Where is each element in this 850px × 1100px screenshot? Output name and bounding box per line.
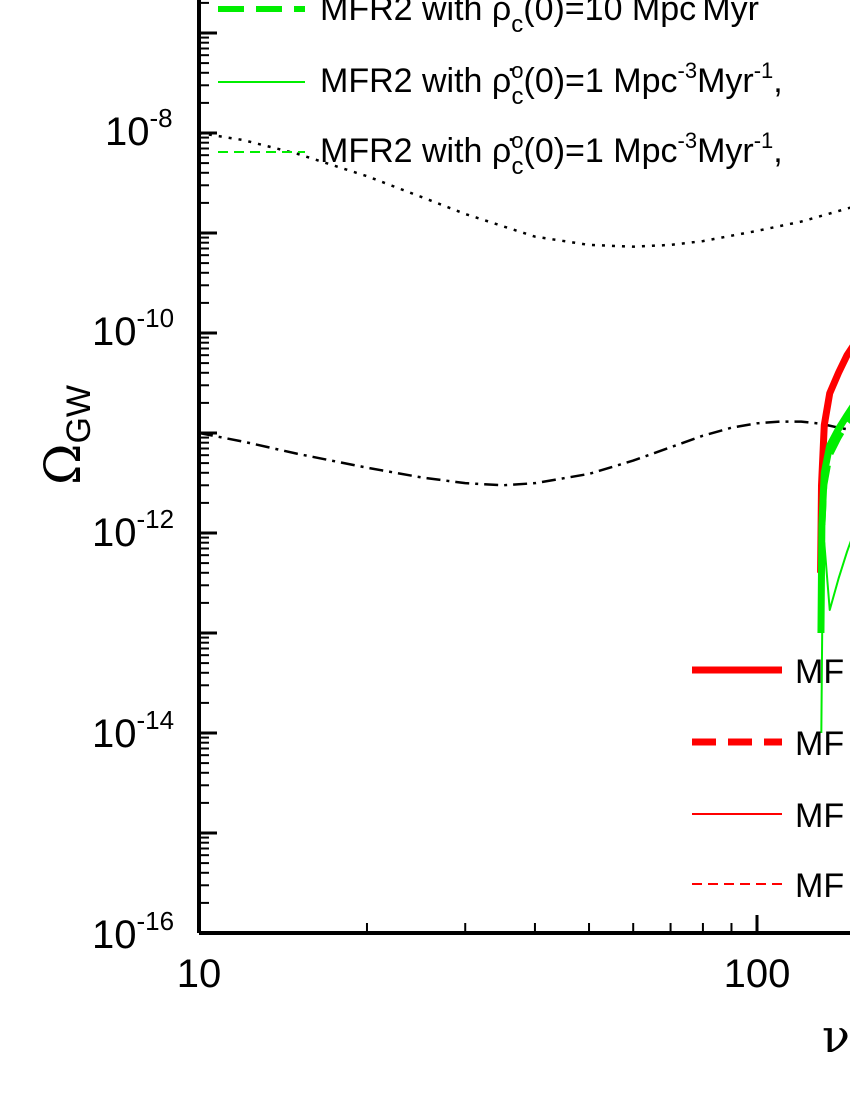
y-axis-label: ΩGW [34,385,98,485]
legend-red-entry-1-text: MF [795,653,844,691]
legend-red-entry-3-text: MF [795,797,844,835]
red-legend: MF MF MF MF [692,653,844,905]
y-tick-label-1e-16: 10-16 [92,906,174,957]
y-tick-label-1e-12: 10-12 [92,504,174,555]
x-ticks [197,915,759,933]
green-legend: MFR2 with ρc(0)=10 Mpc Myr MFR2 with ρ̇o… [218,0,783,180]
legend-red-entry-4-text: MF [795,867,844,905]
series-2-line [199,420,850,487]
series-layer [199,131,850,734]
x-tick-label-10: 10 [177,952,222,996]
y-tick-label-1e-8: 10-8 [105,103,173,154]
x-axis-label: ν [822,1009,850,1063]
legend-green-entry-1-text: MFR2 with ρc(0)=10 Mpc Myr [320,0,759,38]
x-tick-label-100: 100 [724,952,791,996]
legend-green-entry-2-text: MFR2 with ρ̇o c(0)=1 Mpc-3Myr-1, [320,58,783,110]
legend-red-entry-2-text: MF [795,725,844,763]
y-ticks [199,1,217,935]
y-tick-label-1e-10: 10-10 [92,303,174,354]
y-tick-label-1e-14: 10-14 [92,705,174,756]
legend-green-entry-3-text: MFR2 with ρ̇o c(0)=1 Mpc-3Myr-1, [320,128,783,180]
series-6-line [820,540,850,734]
series-1-line [199,131,850,248]
series-5-line [817,414,850,634]
